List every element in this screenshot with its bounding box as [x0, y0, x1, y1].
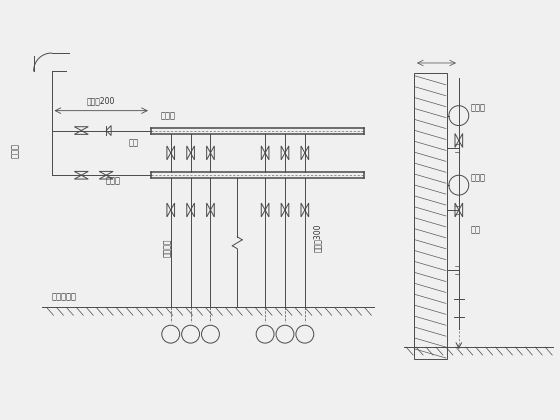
Bar — [414, 73, 447, 359]
Text: 不小于200: 不小于200 — [87, 97, 115, 106]
Text: 集水器: 集水器 — [106, 176, 121, 185]
Text: 不小于300: 不小于300 — [313, 223, 322, 252]
Text: 支架: 支架 — [471, 226, 480, 235]
Text: 冷热管: 冷热管 — [11, 143, 20, 158]
Text: 补水排口: 补水排口 — [164, 238, 172, 257]
Text: 分水器: 分水器 — [161, 112, 176, 121]
Text: 集水器: 集水器 — [471, 173, 486, 182]
Text: 分水器: 分水器 — [471, 104, 486, 113]
Text: 支架: 支架 — [129, 138, 139, 147]
Text: 建筑完成面: 建筑完成面 — [52, 292, 77, 302]
